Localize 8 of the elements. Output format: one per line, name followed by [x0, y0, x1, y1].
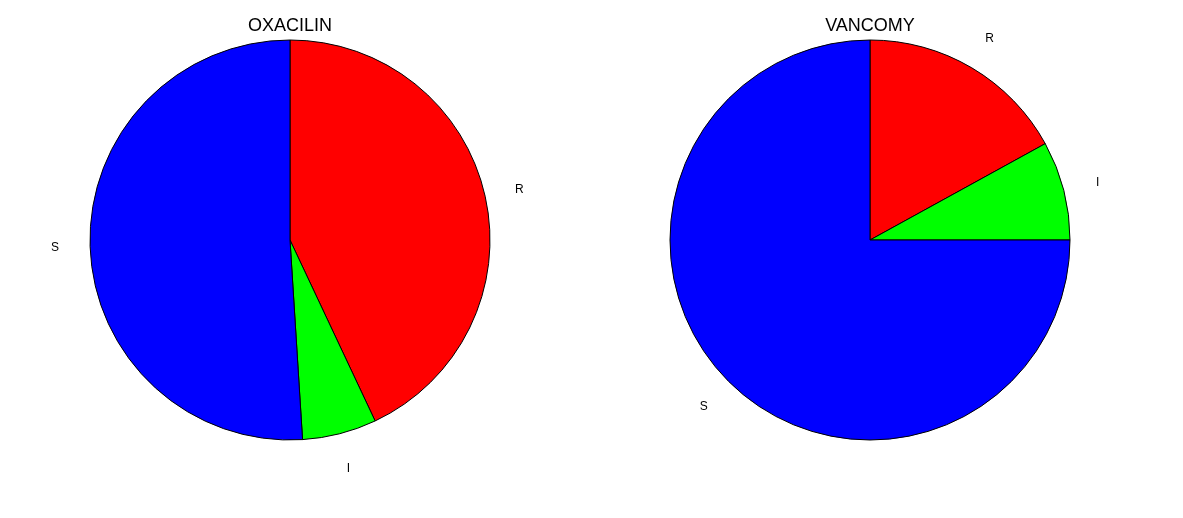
slice-label: I: [346, 460, 351, 475]
slice-label: S: [51, 240, 60, 255]
slice-label: S: [699, 399, 708, 414]
chart-title: OXACILIN: [247, 15, 333, 35]
slice-label: I: [1095, 174, 1100, 189]
chart-title: VANCOMY: [825, 15, 915, 35]
slice-label: R: [985, 30, 995, 45]
slice-label: R: [515, 181, 524, 196]
